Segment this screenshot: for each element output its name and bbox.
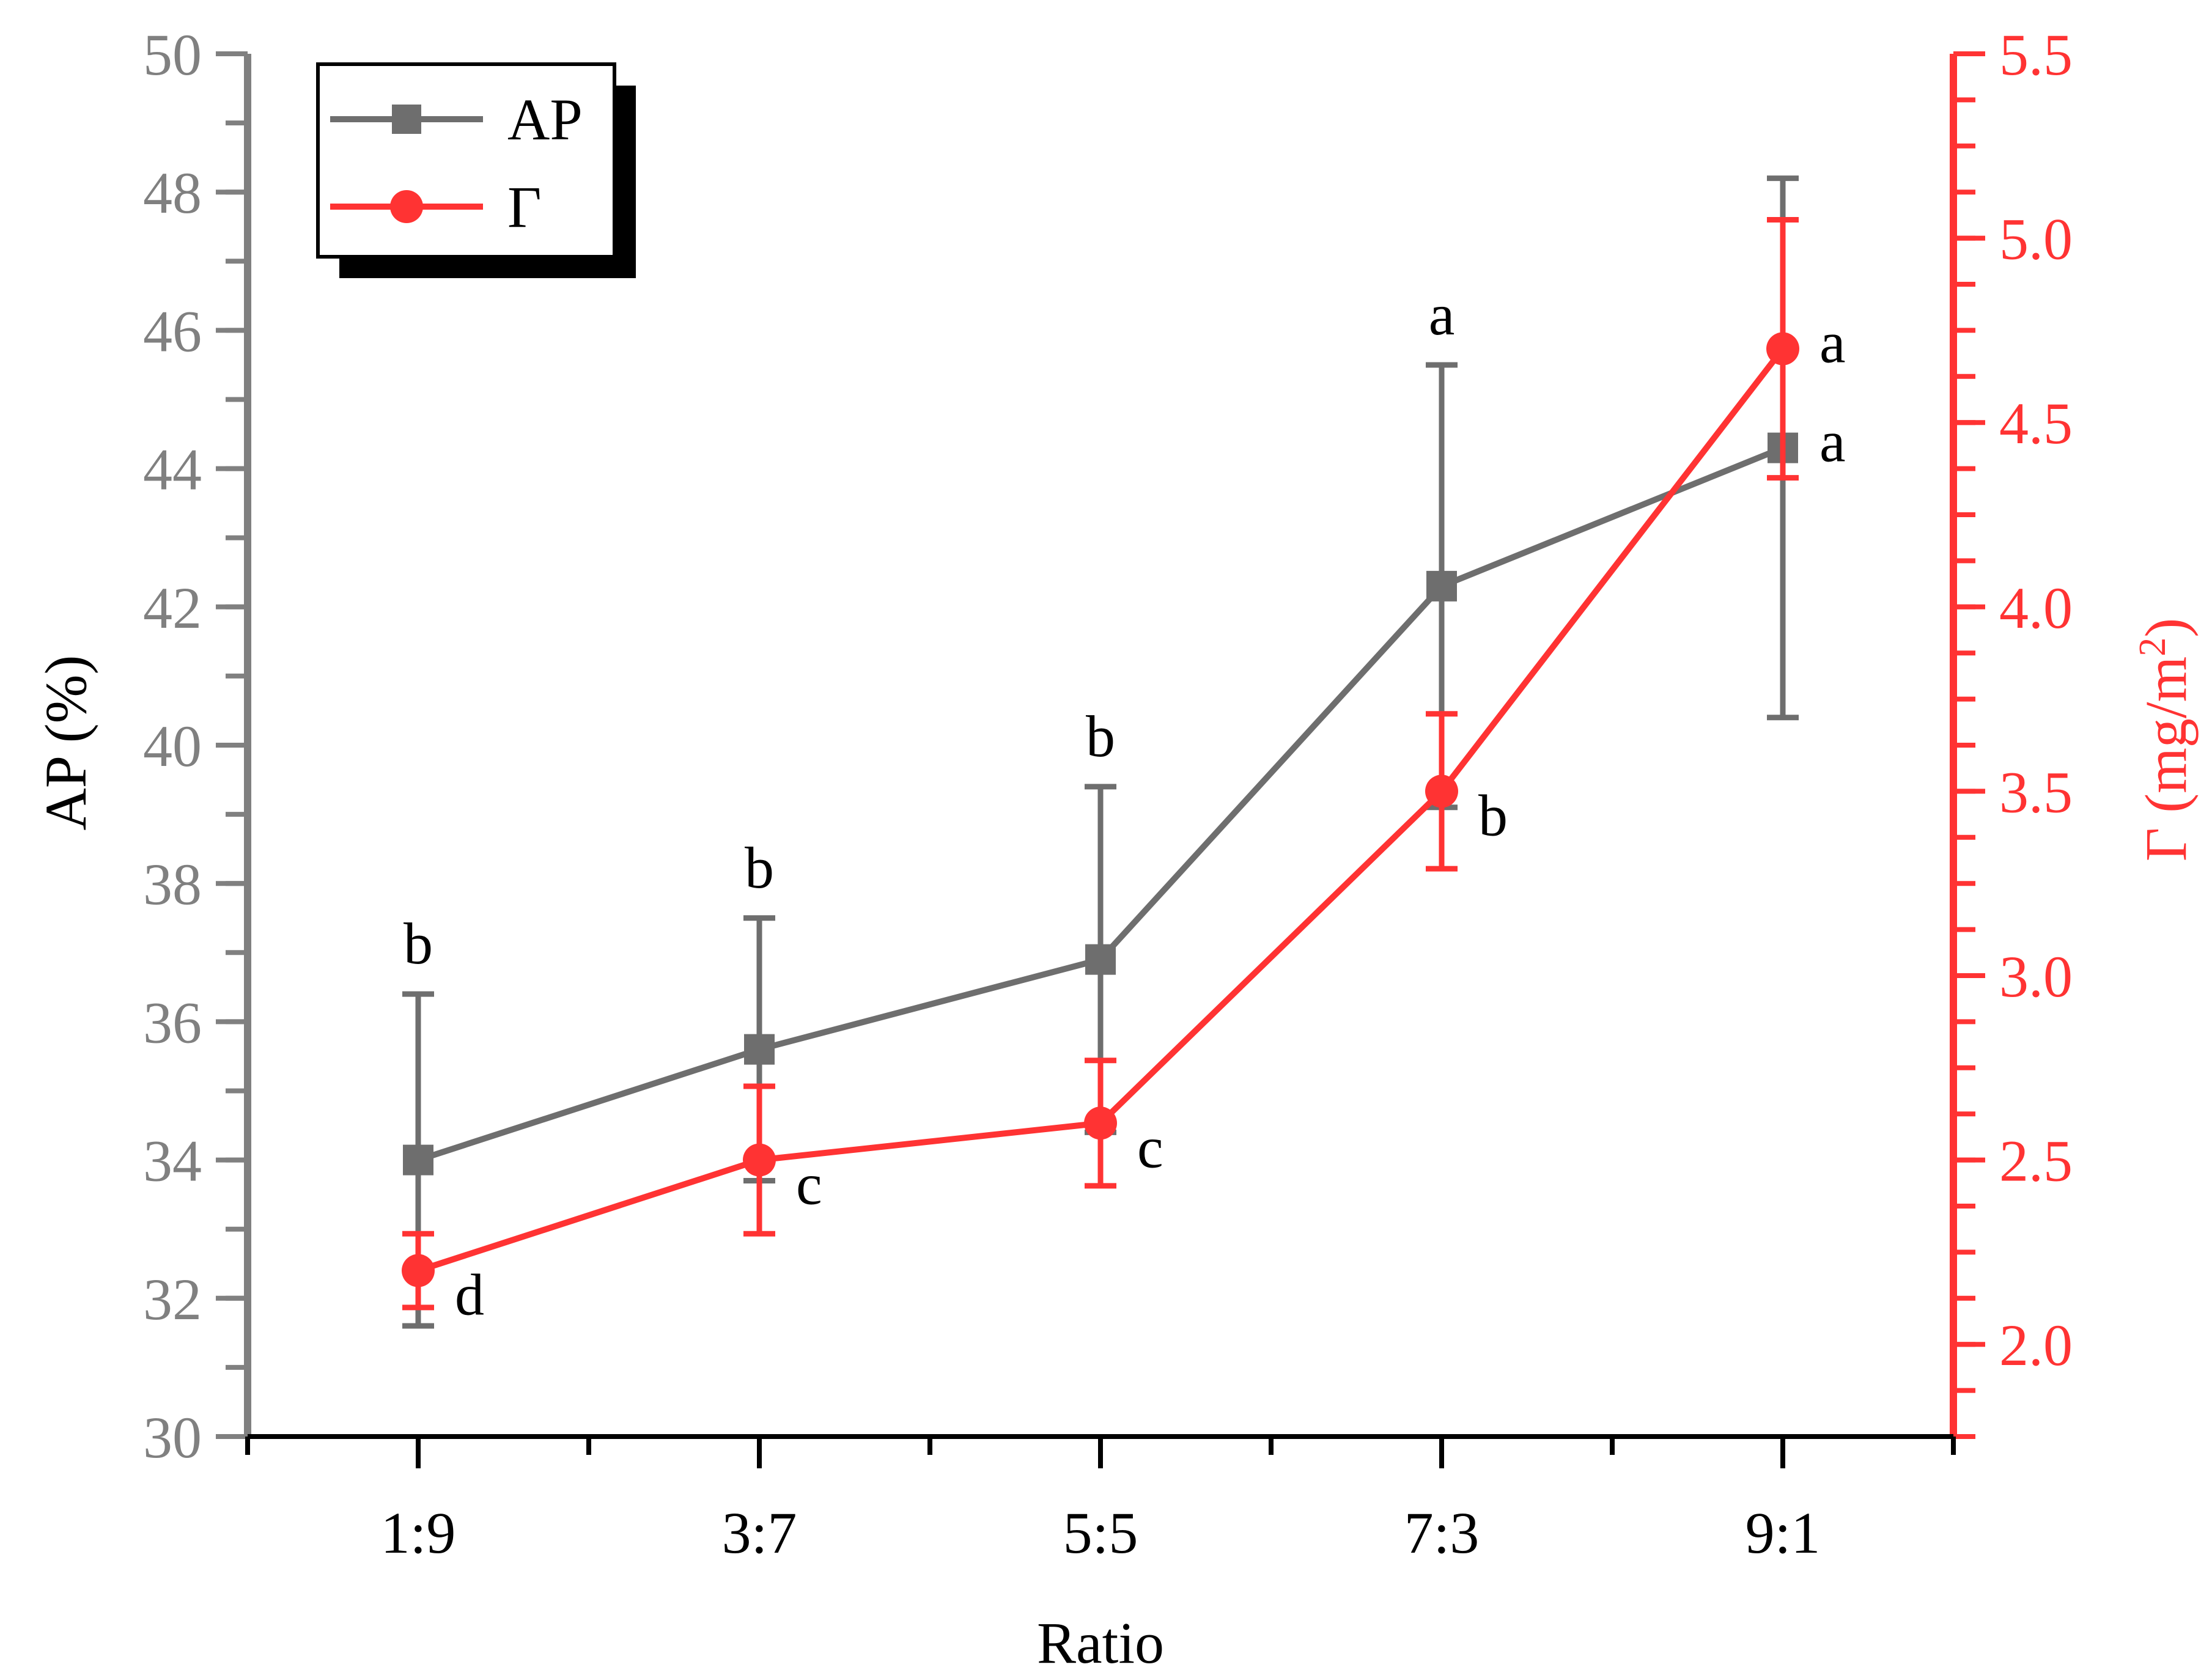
- x-axis-title: Ratio: [1037, 1610, 1164, 1676]
- left-axis-tick-label: 30: [143, 1405, 202, 1470]
- data-point: [1426, 570, 1457, 602]
- left-axis-tick-label: 34: [143, 1128, 202, 1194]
- significance-letter: b: [404, 911, 433, 976]
- legend: AP Γ: [316, 62, 636, 278]
- left-axis-tick-label: 38: [143, 852, 202, 917]
- significance-letter: c: [1137, 1114, 1163, 1180]
- x-axis-tick-label: 7:3: [1404, 1500, 1480, 1566]
- right-axis-title-end: ): [2133, 618, 2199, 638]
- significance-letter: c: [796, 1152, 822, 1217]
- right-axis-ticks: 2.0 2.5 3.0 3.5 4.0 4.5 5.0 5.5: [1953, 22, 2073, 1439]
- left-axis-ticks: 30 32 34 36 38 40 42 44 46 48 50: [143, 22, 248, 1470]
- left-axis-tick-label: 50: [143, 22, 202, 87]
- x-axis-tick-label: 1:9: [381, 1500, 456, 1566]
- legend-ap-label: AP: [507, 87, 583, 152]
- right-axis-title: Γ (mg/m2): [2132, 618, 2199, 861]
- x-axis-tick-label: 9:1: [1746, 1500, 1821, 1566]
- significance-letter: a: [1819, 409, 1846, 474]
- significance-letter: b: [1478, 782, 1508, 848]
- legend-gamma-marker: [390, 190, 423, 223]
- data-point: [1766, 332, 1799, 366]
- right-axis-tick-label: 2.0: [1999, 1312, 2073, 1378]
- left-axis-tick-label: 40: [143, 713, 202, 779]
- series-gamma: d c c b a: [402, 216, 1846, 1328]
- left-axis-tick-label: 36: [143, 990, 202, 1055]
- legend-ap-marker: [392, 105, 421, 134]
- significance-letter: b: [1086, 704, 1115, 769]
- left-axis-tick-label: 44: [143, 437, 202, 502]
- data-point: [744, 1034, 775, 1065]
- legend-gamma-label: Γ: [507, 174, 542, 240]
- left-axis-tick-label: 48: [143, 160, 202, 226]
- data-point: [743, 1143, 776, 1177]
- right-axis-tick-label: 5.5: [1999, 22, 2073, 87]
- data-point: [1084, 1106, 1117, 1140]
- significance-letter: a: [1429, 282, 1455, 347]
- data-point: [402, 1254, 435, 1287]
- right-axis-title-sup: 2: [2132, 638, 2173, 657]
- x-axis-ticks: 1:9 3:7 5:5 7:3 9:1: [245, 1437, 1956, 1566]
- x-axis-tick-label: 5:5: [1063, 1500, 1138, 1566]
- left-axis-tick-label: 46: [143, 298, 202, 364]
- right-axis-tick-label: 4.5: [1999, 391, 2073, 456]
- left-axis-tick-label: 32: [143, 1267, 202, 1332]
- right-axis-tick-label: 3.5: [1999, 759, 2073, 825]
- data-point: [1425, 775, 1458, 808]
- data-point: [403, 1144, 433, 1176]
- significance-letter: b: [745, 835, 774, 900]
- legend-box: [316, 62, 616, 259]
- x-axis-tick-label: 3:7: [722, 1500, 797, 1566]
- right-axis-tick-label: 5.0: [1999, 207, 2073, 272]
- right-axis-title-main: Γ (mg/m: [2133, 657, 2199, 861]
- significance-letter: d: [455, 1262, 484, 1328]
- left-axis-tick-label: 42: [143, 575, 202, 641]
- significance-letter: a: [1819, 310, 1846, 375]
- data-point: [1085, 944, 1116, 975]
- right-axis-tick-label: 3.0: [1999, 944, 2073, 1009]
- right-axis-tick-label: 4.0: [1999, 575, 2073, 641]
- left-axis-title: AP (%): [33, 655, 98, 830]
- right-axis-tick-label: 2.5: [1999, 1128, 2073, 1194]
